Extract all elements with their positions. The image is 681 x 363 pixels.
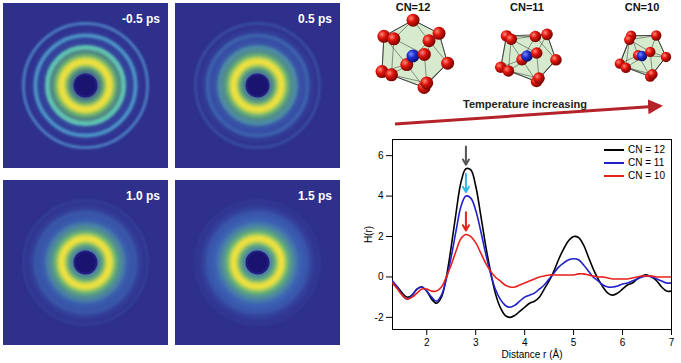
svg-text:6: 6 [378, 150, 384, 161]
svg-text:2: 2 [424, 337, 430, 348]
svg-text:CN=12: CN=12 [396, 1, 431, 13]
svg-text:3: 3 [473, 337, 479, 348]
html-text:CN = 12: CN = 12 [628, 144, 665, 155]
svg-text:0: 0 [378, 271, 384, 282]
svg-text:Temperature increasing: Temperature increasing [463, 98, 587, 110]
svg-text:6: 6 [620, 337, 626, 348]
svg-text:4: 4 [378, 190, 384, 201]
html-text:CN = 10: CN = 10 [628, 170, 665, 181]
svg-text:0.5 ps: 0.5 ps [298, 12, 332, 26]
svg-text:1.0 ps: 1.0 ps [126, 189, 160, 203]
html-text:CN = 11: CN = 11 [628, 157, 665, 168]
svg-text:Distance r (Å): Distance r (Å) [501, 348, 562, 360]
svg-text:4: 4 [522, 337, 528, 348]
svg-text:CN=10: CN=10 [625, 1, 660, 13]
svg-text:1.5 ps: 1.5 ps [298, 189, 332, 203]
svg-text:-2: -2 [375, 312, 384, 323]
svg-text:2: 2 [378, 231, 384, 242]
svg-text:CN=11: CN=11 [510, 1, 544, 13]
svg-text:5: 5 [571, 337, 577, 348]
svg-text:H(r): H(r) [363, 226, 374, 243]
svg-text:7: 7 [669, 337, 675, 348]
svg-text:-0.5 ps: -0.5 ps [122, 12, 160, 26]
